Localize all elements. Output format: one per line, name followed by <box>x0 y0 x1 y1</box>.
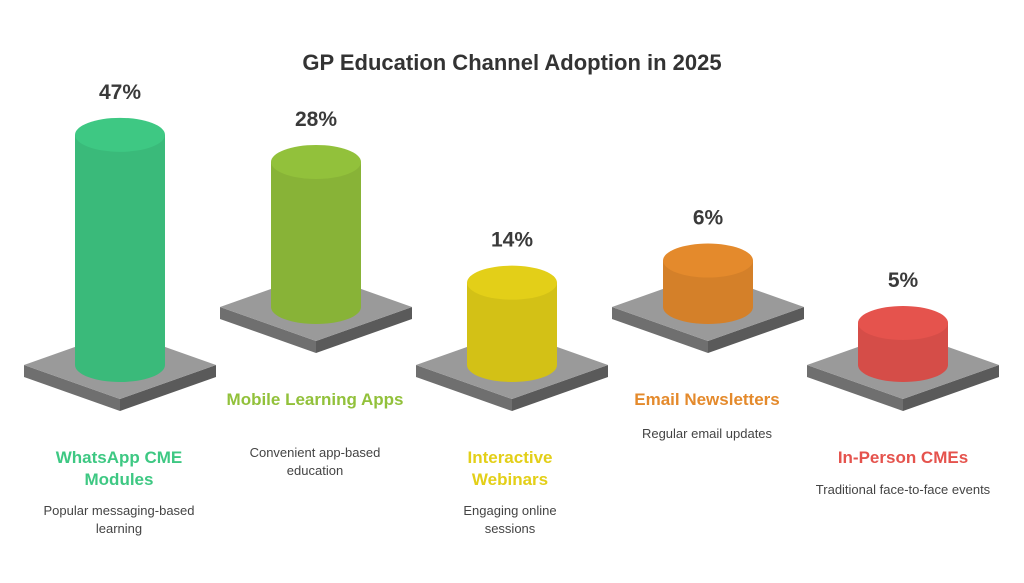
label-whatsapp-cme-modules: WhatsApp CME Modules <box>55 448 183 489</box>
platform-left-mobile-learning-apps <box>220 307 316 353</box>
platform-right-interactive-webinars <box>512 365 608 411</box>
platform-left-in-person-cmes <box>807 365 903 411</box>
cylinder-top-whatsapp-cme-modules <box>75 117 165 152</box>
chart-title: GP Education Channel Adoption in 2025 <box>302 50 722 75</box>
bar-interactive-webinars: 14% <box>416 229 608 411</box>
cylinder-body-mobile-learning-apps <box>271 161 361 324</box>
platform-right-email-newsletters <box>708 307 804 353</box>
platform-right-in-person-cmes <box>903 365 999 411</box>
cylinder-body-in-person-cmes <box>858 323 948 382</box>
cylinder-body-whatsapp-cme-modules <box>75 134 165 382</box>
platform-right-whatsapp-cme-modules <box>120 365 216 411</box>
platform-left-whatsapp-cme-modules <box>24 365 120 411</box>
desc-email-newsletters: Regular email updates <box>641 426 773 441</box>
value-label-in-person-cmes: 5% <box>888 269 919 292</box>
bar-email-newsletters: 6% <box>612 207 804 353</box>
bar-mobile-learning-apps: 28% <box>220 108 412 353</box>
label-email-newsletters: Email Newsletters <box>634 390 780 409</box>
value-label-email-newsletters: 6% <box>693 207 724 230</box>
label-mobile-learning-apps: Mobile Learning Apps <box>226 390 404 409</box>
value-label-whatsapp-cme-modules: 47% <box>99 81 141 104</box>
desc-whatsapp-cme-modules: Popular messaging-based learning <box>43 503 195 536</box>
cylinder-body-interactive-webinars <box>467 282 557 382</box>
cylinder-body-email-newsletters <box>663 260 753 324</box>
cylinder-top-email-newsletters <box>663 243 753 278</box>
label-interactive-webinars: Interactive Webinars <box>467 448 553 489</box>
platform-left-email-newsletters <box>612 307 708 353</box>
cylinder-top-in-person-cmes <box>858 306 948 340</box>
label-in-person-cmes: In-Person CMEs <box>837 448 969 467</box>
platform-right-mobile-learning-apps <box>316 307 412 353</box>
desc-in-person-cmes: Traditional face-to-face events <box>815 482 991 497</box>
value-label-interactive-webinars: 14% <box>491 229 533 252</box>
platform-left-interactive-webinars <box>416 365 512 411</box>
desc-mobile-learning-apps: Convenient app-based education <box>249 445 381 478</box>
bar-in-person-cmes: 5% <box>807 269 999 411</box>
cylinder-top-interactive-webinars <box>467 265 557 300</box>
value-label-mobile-learning-apps: 28% <box>295 108 337 131</box>
desc-interactive-webinars: Engaging online sessions <box>463 503 557 536</box>
bar-whatsapp-cme-modules: 47% <box>24 81 216 411</box>
cylinder-top-mobile-learning-apps <box>271 144 361 179</box>
